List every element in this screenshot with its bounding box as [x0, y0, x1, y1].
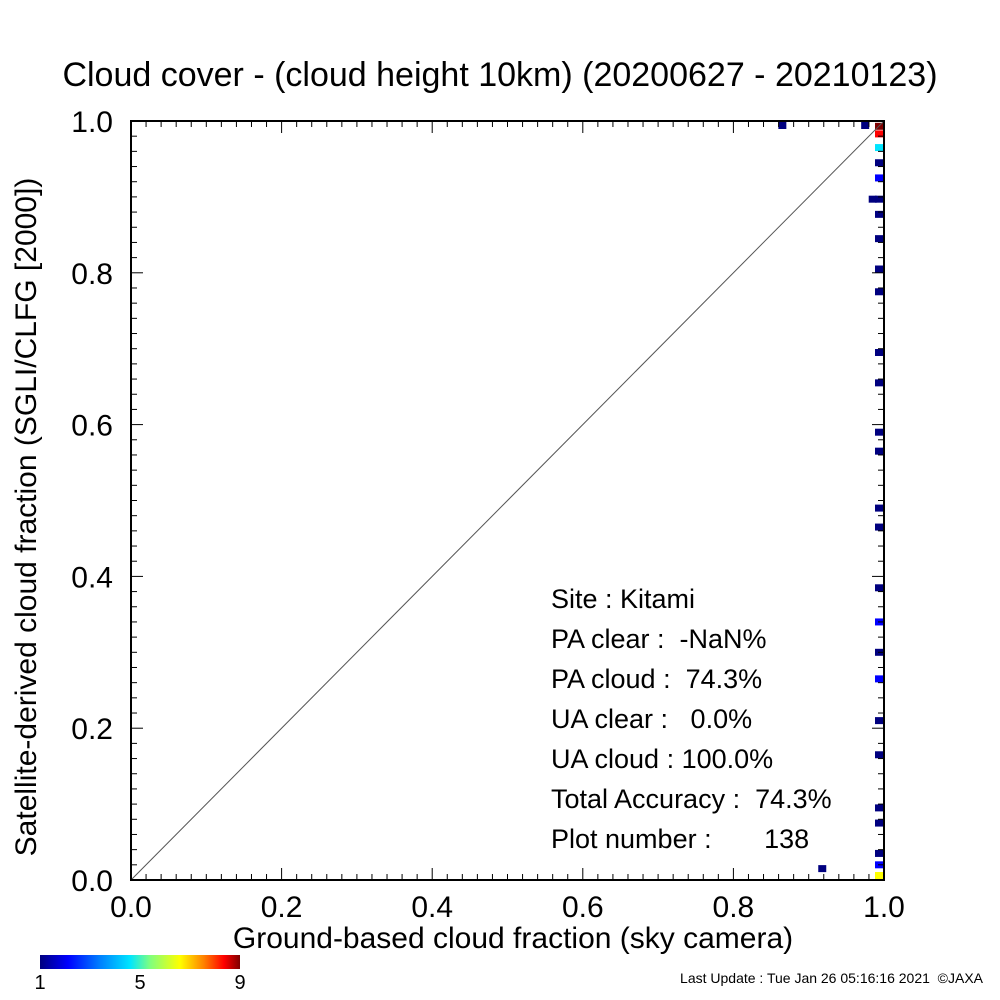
heatmap-cell — [875, 265, 883, 273]
heatmap-cell — [818, 865, 827, 873]
stat-pa-cloud: PA cloud : 74.3% — [551, 664, 763, 694]
axis-tick-labels: 0.0 0.2 0.4 0.6 0.8 1.0 0.0 0.2 0.4 0.6 0.8 1.0 — [71, 106, 905, 924]
diagonal-line — [130, 120, 885, 881]
y-tick-label: 1.0 — [71, 106, 113, 139]
heatmap-cell — [875, 210, 883, 218]
x-tick-label: 0.8 — [713, 891, 755, 924]
heatmap-cell — [875, 872, 883, 879]
x-tick-label: 0.2 — [261, 891, 303, 924]
last-update-text: Last Update : Tue Jan 26 05:16:16 2021 ©… — [680, 970, 983, 986]
y-tick-label: 0.4 — [71, 561, 113, 594]
y-tick-label: 0.0 — [71, 865, 113, 898]
heatmap-cell — [778, 122, 787, 129]
colorbar — [40, 955, 240, 969]
heatmap-cell — [875, 144, 883, 152]
x-tick-label: 1.0 — [863, 891, 905, 924]
y-tick-label: 0.6 — [71, 410, 113, 443]
heatmap-cell — [875, 804, 883, 812]
heatmap-cell — [875, 235, 883, 243]
heatmap-cell — [875, 584, 883, 592]
stat-total-accuracy: Total Accuracy : 74.3% — [551, 784, 832, 814]
y-tick-label: 0.8 — [71, 258, 113, 291]
x-axis-label: Ground-based cloud fraction (sky camera) — [232, 922, 794, 955]
axis-ticks — [130, 120, 885, 881]
x-tick-label: 0.0 — [110, 891, 152, 924]
heatmap-cell — [875, 675, 883, 683]
stat-plot-number: Plot number : 138 — [551, 824, 810, 854]
x-tick-label: 0.4 — [411, 891, 453, 924]
colorbar-tick-mid: 5 — [134, 972, 146, 994]
heatmap-cell — [875, 717, 883, 725]
heatmap-cell — [875, 379, 883, 387]
heatmap-cell — [875, 288, 883, 296]
colorbar-tick-max: 9 — [234, 972, 246, 994]
heatmap-cell — [861, 122, 870, 129]
heatmap-cell — [875, 348, 883, 356]
heatmap-cells — [778, 122, 883, 879]
stat-pa-clear: PA clear : -NaN% — [551, 624, 767, 654]
heatmap-cell — [875, 195, 883, 203]
x-tick-label: 0.6 — [562, 891, 604, 924]
colorbar-tick-min: 1 — [34, 972, 46, 994]
heatmap-cell — [875, 819, 883, 827]
y-tick-label: 0.2 — [71, 713, 113, 746]
stat-ua-cloud: UA cloud : 100.0% — [551, 744, 774, 774]
heatmap-cell — [875, 428, 883, 436]
stat-site: Site : Kitami — [551, 584, 696, 614]
heatmap-cell — [875, 751, 883, 759]
heatmap-cell — [875, 174, 883, 182]
chart-title: Cloud cover - (cloud height 10km) (20200… — [62, 56, 938, 94]
heatmap-cell — [875, 447, 883, 455]
heatmap-cell — [868, 195, 877, 203]
heatmap-cell — [875, 849, 883, 857]
heatmap-cell — [875, 523, 883, 531]
heatmap-cell — [875, 504, 883, 512]
heatmap-cell — [875, 130, 883, 138]
heatmap-cell — [875, 159, 883, 167]
stat-ua-clear: UA clear : 0.0% — [551, 704, 753, 734]
